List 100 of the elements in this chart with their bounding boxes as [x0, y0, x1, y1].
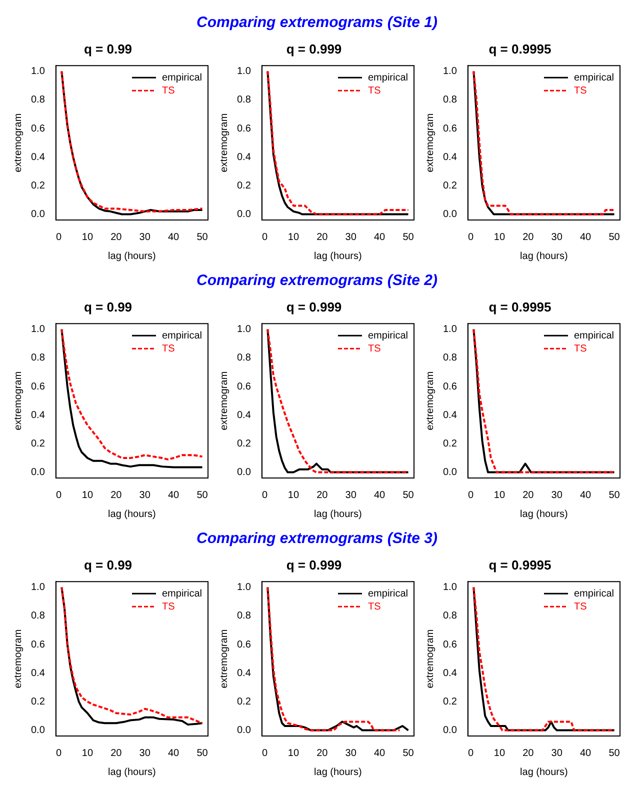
x-tick-label: 30	[345, 748, 357, 759]
y-axis-title: extremogram	[424, 629, 436, 688]
legend-label: TS	[162, 343, 176, 354]
y-tick-label: 0.2	[30, 438, 46, 450]
x-tick-label: 40	[580, 490, 592, 501]
x-tick-label: 0	[468, 748, 474, 759]
legend-label: TS	[368, 601, 382, 612]
y-tick-label: 0.8	[442, 352, 458, 364]
y-tick-label: 0.6	[30, 123, 46, 134]
x-tick-label: 40	[374, 490, 386, 501]
y-axis-title: extremogram	[12, 629, 24, 688]
y-tick-label: 0.6	[236, 381, 252, 392]
x-tick-label: 10	[82, 232, 94, 243]
x-tick-label: 30	[139, 748, 151, 759]
x-tick-label: 40	[580, 232, 592, 243]
x-tick-label: 20	[316, 232, 328, 243]
x-tick-label: 20	[110, 232, 122, 243]
y-tick-label: 0.6	[442, 381, 458, 392]
y-tick-label: 0.2	[236, 438, 252, 450]
x-tick-label: 30	[139, 490, 151, 501]
y-tick-label: 1.0	[236, 582, 252, 594]
x-tick-label: 50	[402, 232, 414, 243]
y-tick-label: 1.0	[30, 582, 46, 594]
x-tick-label: 50	[608, 232, 620, 243]
y-tick-label: 0.4	[236, 410, 252, 421]
y-tick-label: 0.4	[442, 152, 458, 163]
x-tick-label: 50	[608, 490, 620, 501]
chart-title: q = 0.99	[84, 557, 132, 572]
y-tick-label: 0.8	[236, 610, 252, 622]
chart-title: q = 0.9995	[488, 557, 552, 572]
y-tick-label: 1.0	[236, 324, 252, 336]
x-axis-title: lag (hours)	[314, 250, 362, 262]
text: Comparing extremograms (Site 1)	[196, 13, 438, 33]
y-tick-label: 1.0	[30, 66, 46, 78]
x-tick-label: 40	[168, 232, 180, 243]
y-tick-label: 0.2	[442, 696, 458, 708]
x-tick-label: 0	[262, 232, 268, 243]
y-axis-title: extremogram	[12, 113, 24, 172]
y-tick-label: 1.0	[442, 582, 458, 594]
x-tick-label: 10	[494, 232, 506, 243]
y-tick-label: 0.6	[442, 123, 458, 134]
x-tick-label: 40	[168, 748, 180, 759]
y-tick-label: 0.0	[30, 725, 46, 736]
chart-title: q = 0.99	[84, 299, 132, 314]
x-tick-label: 30	[551, 232, 563, 243]
y-tick-label: 0.2	[236, 180, 252, 192]
x-tick-label: 0	[56, 748, 62, 759]
y-tick-label: 0.6	[30, 639, 46, 650]
y-tick-label: 0.6	[442, 639, 458, 650]
x-axis-title: lag (hours)	[108, 766, 156, 778]
y-tick-label: 1.0	[442, 324, 458, 336]
x-tick-label: 50	[402, 748, 414, 759]
legend-label: TS	[574, 85, 588, 96]
y-tick-label: 0.8	[442, 610, 458, 622]
y-tick-label: 0.4	[236, 668, 252, 679]
legend-label: empirical	[162, 72, 202, 84]
y-tick-label: 0.8	[236, 352, 252, 364]
x-tick-label: 50	[608, 748, 620, 759]
y-tick-label: 0.6	[236, 123, 252, 134]
x-axis-title: lag (hours)	[520, 766, 568, 778]
y-tick-label: 0.0	[30, 467, 46, 478]
y-tick-label: 0.4	[442, 668, 458, 679]
x-tick-label: 10	[82, 490, 94, 501]
legend-label: empirical	[368, 588, 408, 600]
legend-label: TS	[162, 85, 176, 96]
legend-label: empirical	[574, 72, 614, 84]
y-tick-label: 0.4	[30, 668, 46, 679]
x-axis-title: lag (hours)	[520, 250, 568, 262]
x-tick-label: 40	[374, 232, 386, 243]
y-tick-label: 0.4	[30, 152, 46, 163]
legend-label: empirical	[162, 588, 202, 600]
y-tick-label: 0.6	[236, 639, 252, 650]
x-tick-label: 0	[262, 490, 268, 501]
y-tick-label: 0.8	[30, 94, 46, 106]
x-tick-label: 10	[82, 748, 94, 759]
x-tick-label: 20	[522, 748, 534, 759]
legend-label: TS	[368, 343, 382, 354]
text: Comparing extremograms (Site 2)	[196, 271, 438, 291]
x-tick-label: 50	[196, 748, 208, 759]
y-tick-label: 0.4	[30, 410, 46, 421]
y-tick-label: 1.0	[30, 324, 46, 336]
legend-label: TS	[574, 343, 588, 354]
y-tick-label: 0.8	[30, 352, 46, 364]
chart-title: q = 0.9995	[488, 41, 552, 56]
x-axis-title: lag (hours)	[520, 508, 568, 520]
x-tick-label: 20	[110, 490, 122, 501]
y-tick-label: 0.4	[442, 410, 458, 421]
y-tick-label: 0.2	[30, 180, 46, 192]
x-tick-label: 10	[494, 748, 506, 759]
y-tick-label: 0.0	[236, 209, 252, 220]
y-axis-title: extremogram	[12, 371, 24, 430]
x-axis-title: lag (hours)	[108, 508, 156, 520]
legend-label: TS	[162, 601, 176, 612]
legend-label: empirical	[574, 330, 614, 342]
y-axis-title: extremogram	[218, 629, 230, 688]
x-tick-label: 0	[262, 748, 268, 759]
y-tick-label: 0.0	[236, 725, 252, 736]
y-tick-label: 0.2	[442, 180, 458, 192]
y-tick-label: 0.8	[236, 94, 252, 106]
y-tick-label: 0.0	[442, 467, 458, 478]
